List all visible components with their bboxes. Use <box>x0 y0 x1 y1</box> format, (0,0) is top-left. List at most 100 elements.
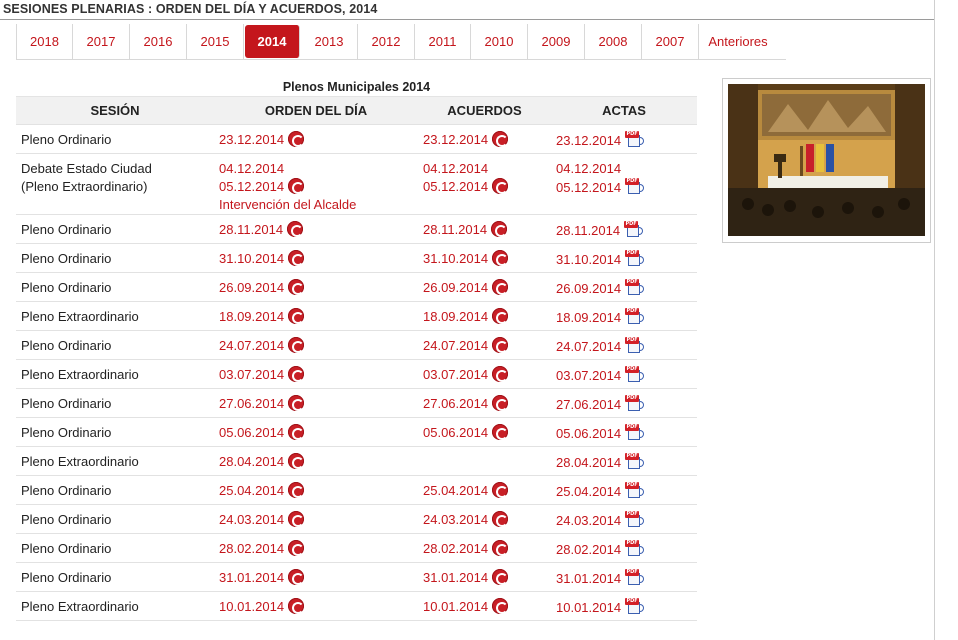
orden-link[interactable]: 31.01.2014 <box>219 569 418 587</box>
tab-anteriores[interactable]: Anteriores <box>708 34 768 49</box>
zaragoza-seal-icon[interactable] <box>288 308 305 324</box>
acuerdos-link[interactable]: 05.12.2014 <box>423 178 551 196</box>
actas-link[interactable]: 25.04.2014 PDF <box>556 482 697 501</box>
pdf-audio-icon[interactable]: PDF <box>625 308 645 325</box>
acuerdos-link[interactable]: 03.07.2014 <box>423 366 551 384</box>
zaragoza-seal-icon[interactable] <box>288 598 305 614</box>
pdf-audio-icon[interactable]: PDF <box>625 511 645 528</box>
pdf-audio-icon[interactable]: PDF <box>625 178 645 195</box>
zaragoza-seal-icon[interactable] <box>492 337 509 353</box>
orden-link[interactable]: 23.12.2014 <box>219 131 418 149</box>
tab-2018[interactable]: 2018 <box>16 24 73 60</box>
zaragoza-seal-icon[interactable] <box>492 511 509 527</box>
zaragoza-seal-icon[interactable] <box>288 131 305 147</box>
tab-2007[interactable]: 2007 <box>642 24 699 60</box>
zaragoza-seal-icon[interactable] <box>491 221 508 237</box>
acuerdos-link[interactable]: 25.04.2014 <box>423 482 551 500</box>
acuerdos-link[interactable]: 10.01.2014 <box>423 598 551 616</box>
orden-link[interactable]: 25.04.2014 <box>219 482 418 500</box>
zaragoza-seal-icon[interactable] <box>288 250 305 266</box>
actas-link[interactable]: 03.07.2014 PDF <box>556 366 697 385</box>
actas-link[interactable]: 27.06.2014 PDF <box>556 395 697 414</box>
acuerdos-link[interactable]: 24.07.2014 <box>423 337 551 355</box>
zaragoza-seal-icon[interactable] <box>492 395 509 411</box>
zaragoza-seal-icon[interactable] <box>492 482 509 498</box>
zaragoza-seal-icon[interactable] <box>288 178 305 194</box>
orden-link[interactable]: 24.03.2014 <box>219 511 418 529</box>
orden-link[interactable]: 03.07.2014 <box>219 366 418 384</box>
zaragoza-seal-icon[interactable] <box>288 511 305 527</box>
acuerdos-link[interactable]: 18.09.2014 <box>423 308 551 326</box>
pdf-audio-icon[interactable]: PDF <box>625 540 645 557</box>
actas-link[interactable]: 24.03.2014 PDF <box>556 511 697 530</box>
orden-link[interactable]: 28.04.2014 <box>219 453 418 471</box>
pdf-audio-icon[interactable]: PDF <box>625 250 645 267</box>
orden-link[interactable]: 27.06.2014 <box>219 395 418 413</box>
acuerdos-link[interactable]: 04.12.2014 <box>423 160 551 178</box>
acuerdos-link[interactable]: 28.02.2014 <box>423 540 551 558</box>
actas-link[interactable]: 10.01.2014 PDF <box>556 598 697 617</box>
orden-link[interactable]: 05.06.2014 <box>219 424 418 442</box>
zaragoza-seal-icon[interactable] <box>288 569 305 585</box>
tab-2017[interactable]: 2017 <box>73 24 130 60</box>
pdf-audio-icon[interactable]: PDF <box>625 424 645 441</box>
zaragoza-seal-icon[interactable] <box>288 482 305 498</box>
orden-link[interactable]: 05.12.2014 <box>219 178 418 196</box>
pdf-audio-icon[interactable]: PDF <box>625 131 645 148</box>
actas-link[interactable]: 05.12.2014 PDF <box>556 178 697 197</box>
tab-2015[interactable]: 2015 <box>187 24 244 60</box>
acuerdos-link[interactable]: 24.03.2014 <box>423 511 551 529</box>
zaragoza-seal-icon[interactable] <box>288 366 305 382</box>
zaragoza-seal-icon[interactable] <box>492 178 509 194</box>
pdf-audio-icon[interactable]: PDF <box>624 221 644 238</box>
tab-2012[interactable]: 2012 <box>358 24 415 60</box>
actas-link[interactable]: 04.12.2014 <box>556 160 697 178</box>
pdf-audio-icon[interactable]: PDF <box>625 453 645 470</box>
zaragoza-seal-icon[interactable] <box>492 279 509 295</box>
pdf-audio-icon[interactable]: PDF <box>625 366 645 383</box>
actas-link[interactable]: 05.06.2014 PDF <box>556 424 697 443</box>
tab-2014[interactable]: 2014 <box>245 25 300 58</box>
zaragoza-seal-icon[interactable] <box>492 308 509 324</box>
zaragoza-seal-icon[interactable] <box>492 540 509 556</box>
zaragoza-seal-icon[interactable] <box>288 540 305 556</box>
actas-link[interactable]: 24.07.2014 PDF <box>556 337 697 356</box>
acuerdos-link[interactable]: 28.11.2014 <box>423 221 551 239</box>
pdf-audio-icon[interactable]: PDF <box>625 395 645 412</box>
actas-link[interactable]: 28.02.2014 PDF <box>556 540 697 559</box>
pdf-audio-icon[interactable]: PDF <box>625 598 645 615</box>
tab-2013[interactable]: 2013 <box>301 24 358 60</box>
orden-link[interactable]: 24.07.2014 <box>219 337 418 355</box>
actas-link[interactable]: 31.01.2014 PDF <box>556 569 697 588</box>
orden-link[interactable]: Intervención del Alcalde <box>219 196 418 214</box>
acuerdos-link[interactable]: 23.12.2014 <box>423 131 551 149</box>
zaragoza-seal-icon[interactable] <box>288 279 305 295</box>
actas-link[interactable]: 23.12.2014 PDF <box>556 131 697 150</box>
tab-2009[interactable]: 2009 <box>528 24 585 60</box>
zaragoza-seal-icon[interactable] <box>287 221 304 237</box>
zaragoza-seal-icon[interactable] <box>492 131 509 147</box>
tab-2011[interactable]: 2011 <box>415 24 471 60</box>
orden-link[interactable]: 18.09.2014 <box>219 308 418 326</box>
zaragoza-seal-icon[interactable] <box>492 250 509 266</box>
pdf-audio-icon[interactable]: PDF <box>625 279 645 296</box>
acuerdos-link[interactable]: 27.06.2014 <box>423 395 551 413</box>
orden-link[interactable]: 10.01.2014 <box>219 598 418 616</box>
orden-link[interactable]: 04.12.2014 <box>219 160 418 178</box>
actas-link[interactable]: 28.04.2014 PDF <box>556 453 697 472</box>
orden-link[interactable]: 28.11.2014 <box>219 221 418 239</box>
tab-2008[interactable]: 2008 <box>585 24 642 60</box>
actas-link[interactable]: 31.10.2014 PDF <box>556 250 697 269</box>
zaragoza-seal-icon[interactable] <box>288 337 305 353</box>
acuerdos-link[interactable]: 26.09.2014 <box>423 279 551 297</box>
zaragoza-seal-icon[interactable] <box>288 453 305 469</box>
pdf-audio-icon[interactable]: PDF <box>625 482 645 499</box>
zaragoza-seal-icon[interactable] <box>492 569 509 585</box>
zaragoza-seal-icon[interactable] <box>288 395 305 411</box>
actas-link[interactable]: 28.11.2014 PDF <box>556 221 697 240</box>
zaragoza-seal-icon[interactable] <box>288 424 305 440</box>
acuerdos-link[interactable]: 31.10.2014 <box>423 250 551 268</box>
zaragoza-seal-icon[interactable] <box>492 598 509 614</box>
acuerdos-link[interactable]: 05.06.2014 <box>423 424 551 442</box>
orden-link[interactable]: 31.10.2014 <box>219 250 418 268</box>
